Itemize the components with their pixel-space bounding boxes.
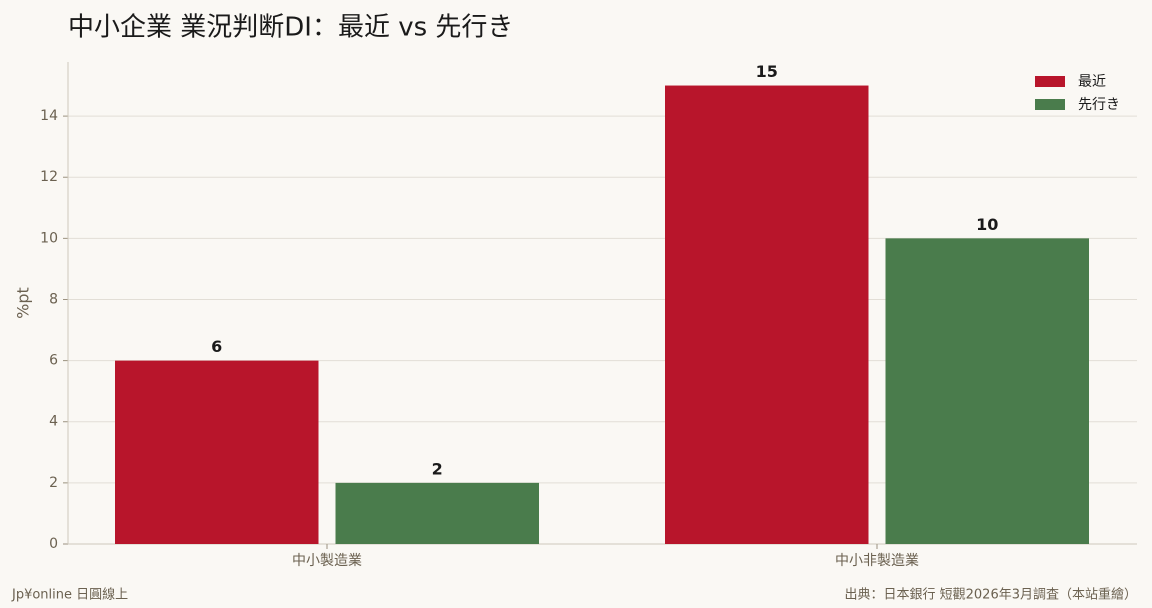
bar [885, 238, 1089, 544]
legend-label: 先行き [1078, 97, 1120, 113]
legend-label: 最近 [1078, 74, 1106, 90]
bar [665, 85, 869, 545]
source-note: 出典：日本銀行 短觀2026年3月調査（本站重繪） [845, 587, 1138, 603]
y-tick-label: 2 [49, 475, 58, 491]
y-tick-label: 14 [40, 108, 58, 124]
data-label: 15 [756, 62, 778, 81]
data-label: 10 [976, 215, 998, 234]
y-axis-label: %pt [14, 287, 33, 319]
legend-swatch [1035, 76, 1065, 87]
data-label: 6 [211, 337, 222, 356]
x-tick-label: 中小非製造業 [835, 553, 919, 569]
legend-swatch [1035, 99, 1065, 110]
bar [115, 360, 319, 544]
y-tick-label: 6 [49, 353, 58, 369]
y-tick-label: 8 [49, 291, 58, 307]
x-tick-label: 中小製造業 [292, 553, 362, 569]
y-tick-label: 0 [49, 536, 58, 552]
brand: Jp¥online 日圓線上 [11, 587, 128, 603]
bar [335, 482, 539, 544]
data-label: 2 [432, 459, 443, 478]
y-tick-label: 12 [40, 169, 58, 185]
y-tick-label: 10 [40, 230, 58, 246]
chart-title: 中小企業 業況判断DI：最近 vs 先行き [68, 13, 513, 43]
y-tick-label: 4 [49, 414, 58, 430]
